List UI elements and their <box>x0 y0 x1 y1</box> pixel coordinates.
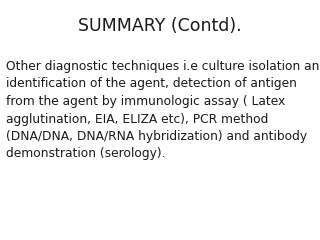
Text: Other diagnostic techniques i.e culture isolation and
identification of the agen: Other diagnostic techniques i.e culture … <box>6 60 320 161</box>
Text: SUMMARY (Contd).: SUMMARY (Contd). <box>78 17 242 35</box>
